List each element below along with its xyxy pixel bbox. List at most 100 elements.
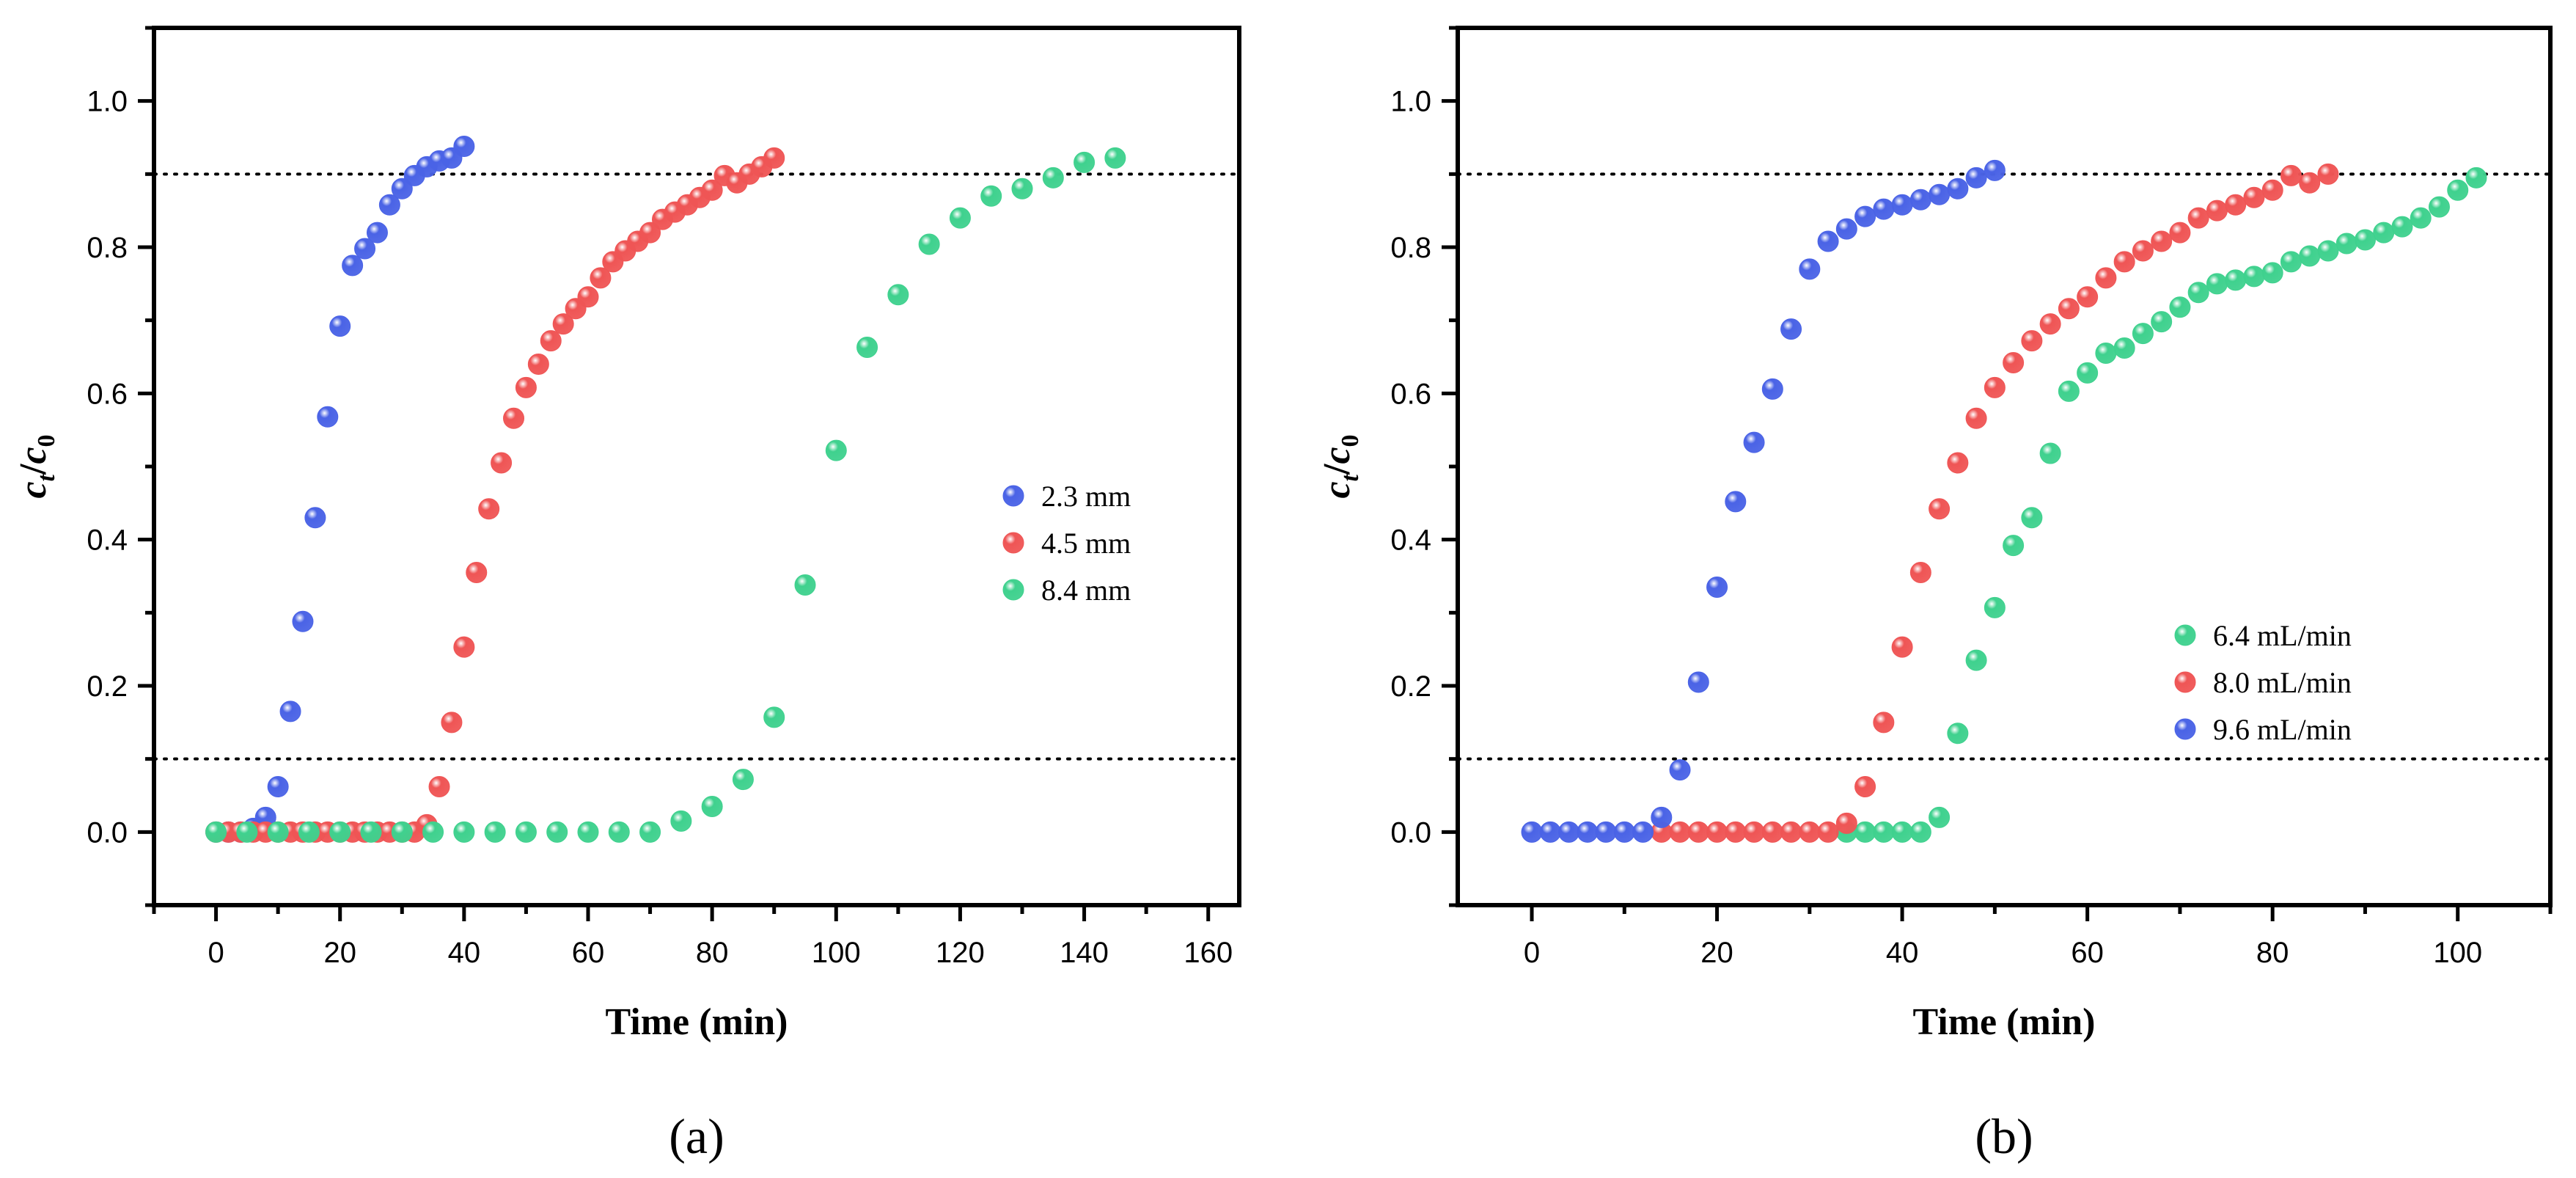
x-tick-label: 80 [696,937,729,969]
data-point [825,439,847,461]
data-point [2261,179,2283,201]
series-8-0-mL-min [1651,163,2339,843]
data-point [546,821,568,843]
data-point [1835,218,1857,240]
data-point [1891,636,1913,658]
data-point [2299,172,2321,194]
data-point [1873,711,1895,733]
data-point [1577,821,1599,843]
x-tick-label: 60 [2071,937,2104,969]
data-point [267,821,289,843]
data-point [2169,296,2191,318]
data-point [2151,311,2173,333]
data-point [1761,378,1783,400]
data-point [577,821,599,843]
plot-frame [1456,26,2553,907]
data-point [1909,821,1931,843]
data-point [1891,194,1913,216]
x-tick-label: 100 [812,937,861,969]
data-point [2280,251,2302,273]
data-point [360,821,382,843]
data-point [794,574,816,596]
data-point [1725,491,1747,513]
y-tick-label: 0.6 [87,378,128,410]
x-tick-label: 20 [323,937,356,969]
data-point [1984,596,2006,618]
data-point [2187,282,2209,304]
data-point [1725,821,1747,843]
data-point [298,821,320,843]
chart-panel-a: 0 20 40 60 80 100 120 140 160 0.0 0.2 0.4 0.6 0.8 1.0 T… [12,26,1241,1164]
data-point [2447,179,2469,201]
data-point [2243,186,2265,208]
y-title-sub-t: t [1337,473,1364,481]
data-point [1558,821,1580,843]
data-point [1011,178,1033,200]
data-point [304,507,326,529]
data-point [949,207,971,229]
legend-label: 6.4 mL/min [2213,619,2352,652]
data-point [515,821,537,843]
data-point [1613,821,1635,843]
y-title-sub-t: t [33,473,60,481]
data-point [2113,251,2135,273]
data-point [1817,821,1839,843]
y-tick-label: 0.4 [1390,524,1431,557]
data-point [1965,167,1987,189]
data-point [1706,576,1728,598]
data-point [590,267,612,289]
data-point [1965,649,1987,671]
data-point [577,286,599,308]
data-point [2206,273,2228,295]
data-point [2261,262,2283,284]
data-point [639,222,661,244]
data-point [2132,240,2154,262]
x-tick-label: 140 [1060,937,1109,969]
data-point [236,821,258,843]
data-point [441,711,463,733]
y-title-c: c [12,481,54,498]
data-point [2039,313,2061,335]
data-point [453,821,475,843]
data-point [1799,821,1821,843]
data-point [2317,163,2339,185]
data-point [2465,167,2487,189]
data-point [2280,164,2302,186]
data-point [2391,216,2413,238]
legend-label: 2.3 mm [1041,480,1131,513]
y-tick-label: 0.0 [87,816,128,849]
data-point [1743,821,1765,843]
data-point [428,776,450,798]
data-point [1761,821,1783,843]
panel-label: (a) [669,1108,724,1164]
data-point [1042,167,1064,189]
data-point [608,821,630,843]
data-point [1854,205,1876,227]
x-tick-label: 80 [2256,937,2289,969]
data-point [279,700,301,722]
data-point [329,315,351,337]
legend-label: 4.5 mm [1041,527,1131,560]
data-point [466,562,488,584]
data-point [1104,147,1126,169]
data-point [763,147,785,169]
data-point [2077,362,2099,384]
data-point [503,407,525,429]
data-point [205,821,227,843]
data-point [1780,318,1802,340]
legend-marker [1002,485,1024,507]
legend-marker [1002,579,1024,601]
y-tick-label: 1.0 [1390,86,1431,118]
y-tick-label: 0.0 [1390,816,1431,849]
data-point [2113,337,2135,359]
data-point [2317,240,2339,262]
y-tick-label: 0.8 [87,232,128,264]
data-point [1632,821,1654,843]
data-point [2058,298,2080,320]
data-point [366,222,388,244]
y-title-slash: / [1316,464,1358,475]
legend-marker [2174,671,2196,693]
series-2-3-mm [205,135,475,843]
data-point [1743,431,1765,453]
